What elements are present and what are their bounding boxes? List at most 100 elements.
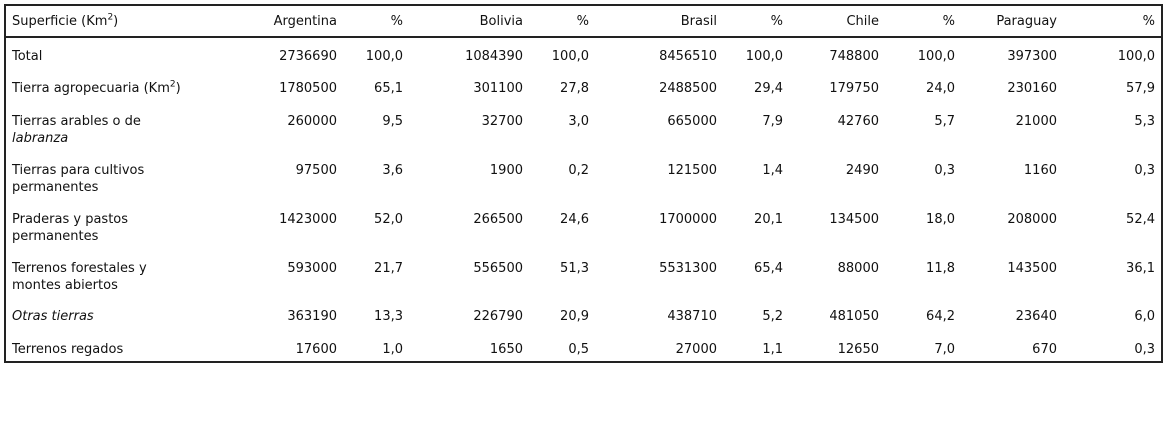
cell-percent: 0,3 (934, 163, 955, 178)
cell-percent: 100,0 (1117, 49, 1155, 64)
cell-paraguay: 670 (1032, 342, 1057, 357)
table-row-tierra-agropecuaria: Tierra agropecuaria (Km2) 1780500 65,1 3… (5, 75, 1162, 107)
cell-chile: 12650 (837, 342, 879, 357)
row-label: Total (12, 49, 43, 64)
row-label-close: ) (175, 81, 181, 96)
table-header: Superficie (Km2) Argentina % Bolivia % B… (5, 5, 1162, 38)
cell-percent: 11,8 (926, 261, 955, 276)
cell-percent: 52,4 (1126, 212, 1155, 227)
row-label-line1: Tierras para cultivos (12, 163, 145, 178)
cell-percent: 20,1 (754, 212, 783, 227)
table-row-terrenos-forestales: Terrenos forestales y montes abiertos 593… (5, 254, 1162, 303)
cell-bolivia: 32700 (481, 114, 523, 129)
header-percent: % (1063, 5, 1162, 38)
cell-percent: 64,2 (926, 309, 955, 324)
cell-chile: 42760 (837, 114, 879, 129)
cell-percent: 9,5 (382, 114, 403, 129)
cell-brasil: 121500 (667, 163, 717, 178)
cell-percent: 0,3 (1134, 342, 1155, 357)
row-label: Terrenos forestales y montes abiertos (5, 254, 243, 303)
cell-percent: 65,4 (754, 261, 783, 276)
cell-percent: 7,0 (934, 342, 955, 357)
header-argentina: Argentina (243, 5, 343, 38)
cell-percent: 1,0 (382, 342, 403, 357)
row-label-superscript: 2 (169, 79, 176, 90)
table-row-tierras-arables: Tierras arables o de labranza 260000 9,5 … (5, 107, 1162, 156)
cell-percent: 51,3 (560, 261, 589, 276)
cell-percent: 18,0 (926, 212, 955, 227)
cell-percent: 5,3 (1134, 114, 1155, 129)
table-row-otras-tierras: Otras tierras 363190 13,3 226790 20,9 43… (5, 303, 1162, 335)
cell-argentina: 97500 (295, 163, 337, 178)
cell-percent: 29,4 (754, 81, 783, 96)
cell-argentina: 593000 (287, 261, 337, 276)
cell-percent: 0,2 (568, 163, 589, 178)
cell-argentina: 1423000 (279, 212, 337, 227)
cell-paraguay: 21000 (1015, 114, 1057, 129)
cell-argentina: 363190 (287, 309, 337, 324)
row-label: Tierras arables o de labranza (5, 107, 243, 156)
cell-percent: 3,0 (568, 114, 589, 129)
cell-brasil: 8456510 (659, 49, 717, 64)
header-chile: Chile (789, 5, 885, 38)
cell-percent: 1,4 (762, 163, 783, 178)
cell-percent: 13,3 (374, 309, 403, 324)
cell-brasil: 438710 (667, 309, 717, 324)
cell-percent: 24,6 (560, 212, 589, 227)
cell-argentina: 17600 (295, 342, 337, 357)
cell-bolivia: 266500 (473, 212, 523, 227)
cell-brasil: 665000 (667, 114, 717, 129)
row-label-text: Tierra agropecuaria (Km (12, 81, 170, 96)
table-row-terrenos-regados: Terrenos regados 17600 1,0 1650 0,5 2700… (5, 335, 1162, 362)
cell-chile: 134500 (829, 212, 879, 227)
table-row-total: Total 2736690 100,0 1084390 100,0 845651… (5, 37, 1162, 75)
row-label-line1: Tierras arables o de (12, 114, 141, 129)
cell-percent: 52,0 (374, 212, 403, 227)
header-row: Superficie (Km2) Argentina % Bolivia % B… (5, 5, 1162, 38)
cell-bolivia: 1650 (489, 342, 523, 357)
cell-percent: 57,9 (1126, 81, 1155, 96)
cell-brasil: 27000 (675, 342, 717, 357)
cell-paraguay: 208000 (1007, 212, 1057, 227)
cell-paraguay: 1160 (1023, 163, 1057, 178)
cell-percent: 100,0 (365, 49, 403, 64)
header-label-superscript: 2 (107, 12, 114, 23)
row-label-line1: Praderas y pastos (12, 212, 129, 227)
row-label: Praderas y pastos permanentes (5, 205, 243, 254)
cell-percent: 7,9 (762, 114, 783, 129)
cell-percent: 100,0 (917, 49, 955, 64)
row-label-line2: montes abiertos (12, 278, 118, 293)
cell-percent: 5,7 (934, 114, 955, 129)
row-label-line2: permanentes (12, 229, 99, 244)
cell-brasil: 1700000 (659, 212, 717, 227)
cell-percent: 3,6 (382, 163, 403, 178)
cell-bolivia: 1900 (489, 163, 523, 178)
cell-percent: 100,0 (745, 49, 783, 64)
cell-chile: 2490 (845, 163, 879, 178)
cell-chile: 179750 (829, 81, 879, 96)
header-percent: % (885, 5, 961, 38)
cell-percent: 21,7 (374, 261, 403, 276)
header-percent: % (529, 5, 595, 38)
cell-percent: 36,1 (1126, 261, 1155, 276)
cell-percent: 1,1 (762, 342, 783, 357)
table-body: Total 2736690 100,0 1084390 100,0 845651… (5, 37, 1162, 362)
header-label-superficie: Superficie (Km2) (5, 5, 243, 38)
row-label: Tierra agropecuaria (Km2) (5, 75, 243, 107)
cell-bolivia: 556500 (473, 261, 523, 276)
cell-chile: 748800 (829, 49, 879, 64)
header-brasil: Brasil (595, 5, 723, 38)
row-label: Terrenos regados (12, 342, 124, 357)
cell-paraguay: 23640 (1015, 309, 1057, 324)
cell-paraguay: 397300 (1007, 49, 1057, 64)
row-label-line1: Terrenos forestales y (12, 261, 147, 276)
cell-percent: 0,5 (568, 342, 589, 357)
header-label-close: ) (113, 13, 119, 29)
table-row-cultivos-permanentes: Tierras para cultivos permanentes 97500 3… (5, 156, 1162, 205)
header-label-text: Superficie (Km (12, 13, 108, 29)
cell-argentina: 1780500 (279, 81, 337, 96)
cell-percent: 6,0 (1134, 309, 1155, 324)
row-label-line2: permanentes (12, 180, 99, 195)
cell-bolivia: 301100 (473, 81, 523, 96)
header-bolivia: Bolivia (409, 5, 529, 38)
